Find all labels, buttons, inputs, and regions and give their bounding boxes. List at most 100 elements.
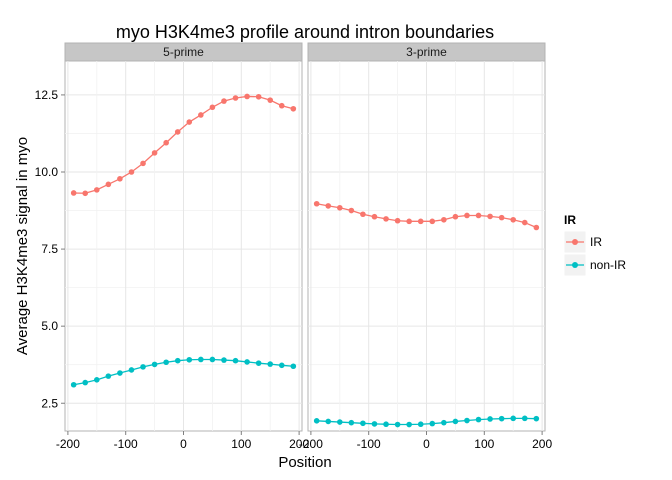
data-point-non-ir-3-prime (417, 421, 424, 428)
data-point-non-ir-5-prime (140, 364, 146, 370)
x-tick-label-5-prime: 0 (180, 437, 187, 451)
data-point-non-ir-5-prime (174, 357, 181, 364)
data-point-non-ir-3-prime (348, 419, 355, 426)
data-point-non-ir-3-prime (475, 416, 482, 423)
data-point-ir-3-prime (498, 214, 505, 221)
data-point-ir-3-prime (325, 203, 332, 209)
data-point-non-ir-3-prime (313, 418, 320, 424)
data-point-ir-5-prime (221, 98, 227, 104)
data-point-non-ir-3-prime (336, 419, 343, 425)
x-tick-label-5-prime: -100 (114, 437, 138, 451)
data-point-ir-5-prime (82, 190, 89, 197)
y-axis-title: Average H3K4me3 signal in myo (14, 137, 31, 355)
data-point-non-ir-5-prime (163, 359, 169, 366)
data-point-non-ir-5-prime (290, 363, 297, 370)
data-point-non-ir-5-prime (221, 357, 227, 363)
y-tick-label: 10.0 (35, 165, 59, 179)
x-axis-title: Position (278, 454, 331, 471)
x-tick-label-5-prime: 200 (289, 437, 309, 451)
y-tick-label: 7.5 (41, 242, 58, 256)
data-point-non-ir-5-prime (105, 373, 112, 379)
data-point-non-ir-5-prime (232, 357, 239, 364)
data-point-non-ir-5-prime (186, 356, 193, 363)
data-point-ir-5-prime (128, 169, 135, 175)
data-point-ir-3-prime (417, 218, 424, 225)
data-point-ir-5-prime (209, 104, 216, 111)
data-point-ir-5-prime (267, 97, 274, 103)
data-point-non-ir-3-prime (406, 421, 412, 428)
data-point-ir-3-prime (533, 224, 540, 231)
legend-key-non-ir-point (572, 262, 578, 268)
data-point-non-ir-5-prime (267, 361, 274, 367)
y-tick-label: 2.5 (41, 396, 58, 410)
data-point-ir-3-prime (383, 216, 389, 222)
data-point-ir-5-prime (232, 95, 239, 101)
data-point-ir-5-prime (70, 190, 77, 196)
data-point-non-ir-5-prime (128, 367, 135, 373)
data-point-ir-3-prime (475, 212, 482, 219)
data-point-non-ir-5-prime (255, 360, 262, 366)
data-point-ir-3-prime (510, 216, 517, 223)
data-point-non-ir-5-prime (93, 377, 100, 383)
data-point-non-ir-5-prime (117, 370, 123, 376)
data-point-ir-5-prime (244, 93, 250, 100)
legend-label-ir: IR (590, 235, 602, 249)
axis-layer: -200 -100 0 100 200-200 -100 0 100 2002.55.07.51… (35, 88, 553, 451)
legend: IR IR non-IR (563, 213, 626, 277)
data-point-ir-3-prime (452, 213, 459, 220)
data-point-ir-3-prime (360, 211, 366, 218)
data-point-ir-3-prime (441, 216, 447, 223)
x-tick-label-3-prime: 200 (532, 437, 552, 451)
x-tick-label-3-prime: 0 (423, 437, 430, 451)
data-point-non-ir-5-prime (209, 356, 216, 363)
grid-layer (65, 61, 545, 431)
data-point-non-ir-3-prime (441, 419, 447, 426)
chart-title: myo H3K4me3 profile around intron bounda… (116, 22, 494, 42)
data-point-ir-3-prime (429, 218, 436, 225)
data-point-non-ir-3-prime (464, 417, 470, 424)
data-point-non-ir-5-prime (70, 381, 77, 388)
data-point-ir-3-prime (371, 213, 378, 220)
data-point-non-ir-3-prime (325, 418, 332, 425)
data-point-ir-5-prime (255, 93, 262, 100)
data-point-ir-5-prime (278, 102, 285, 109)
x-tick-label-3-prime: -200 (299, 437, 323, 451)
legend-title: IR (564, 213, 576, 227)
data-point-ir-3-prime (521, 219, 528, 226)
data-point-ir-3-prime (464, 212, 470, 219)
data-point-ir-3-prime (487, 213, 493, 220)
x-tick-label-3-prime: 100 (474, 437, 494, 451)
data-point-ir-5-prime (140, 160, 146, 167)
data-point-non-ir-3-prime (383, 421, 389, 428)
legend-label-non-ir: non-IR (590, 258, 626, 272)
data-point-ir-3-prime (336, 204, 343, 211)
x-tick-label-5-prime: -200 (56, 437, 80, 451)
data-point-ir-5-prime (174, 129, 181, 135)
data-point-non-ir-5-prime (151, 361, 158, 368)
x-tick-label-5-prime: 100 (231, 437, 251, 451)
data-point-non-ir-3-prime (429, 420, 436, 427)
y-tick-label: 12.5 (35, 88, 59, 102)
data-point-non-ir-3-prime (510, 415, 517, 422)
series-layer (70, 93, 540, 428)
data-point-ir-3-prime (348, 207, 355, 214)
data-point-non-ir-3-prime (533, 415, 540, 422)
legend-key-ir-point (572, 239, 578, 245)
data-point-ir-5-prime (198, 112, 204, 118)
data-point-non-ir-3-prime (452, 418, 459, 425)
strip-label-3-prime: 3-prime (406, 45, 447, 59)
data-point-non-ir-5-prime (198, 356, 204, 363)
data-point-non-ir-5-prime (278, 362, 285, 369)
data-point-ir-5-prime (105, 181, 112, 188)
data-point-ir-5-prime (151, 150, 158, 156)
data-point-ir-5-prime (290, 105, 297, 112)
data-point-non-ir-5-prime (244, 359, 250, 365)
data-point-non-ir-5-prime (82, 379, 89, 386)
data-point-ir-3-prime (394, 217, 401, 224)
x-tick-label-3-prime: -100 (357, 437, 381, 451)
data-point-ir-3-prime (313, 200, 320, 207)
data-point-ir-3-prime (406, 218, 412, 225)
data-point-non-ir-3-prime (498, 415, 505, 422)
y-tick-label: 5.0 (41, 319, 58, 333)
